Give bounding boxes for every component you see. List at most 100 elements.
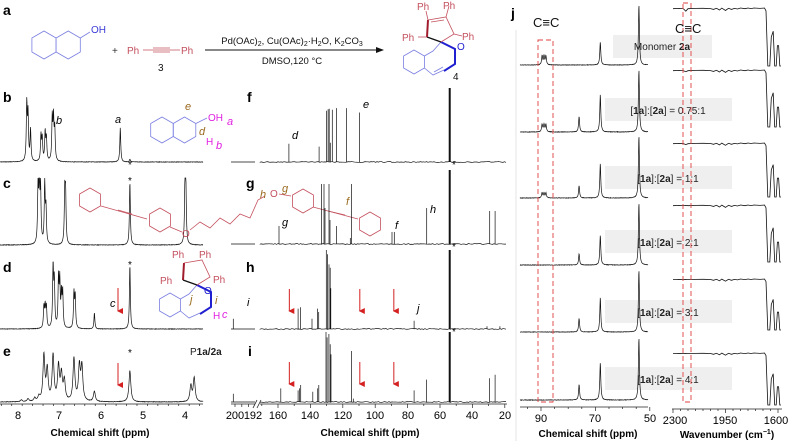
alkyne-ph-left: Ph	[127, 46, 139, 57]
label-h: h	[260, 189, 266, 201]
tick-70: 70	[589, 413, 601, 425]
label-g: g	[282, 183, 289, 195]
panel-label-g: g	[246, 175, 255, 191]
panel-label-c: c	[3, 175, 11, 191]
tick-20: 20	[499, 410, 511, 422]
peak-label-f: f	[395, 220, 399, 232]
c13-axis-title: Chemical shift (ppm)	[321, 428, 420, 439]
spectrum-c	[0, 177, 204, 246]
oxygen-left: O	[182, 229, 190, 240]
spectrum-f	[231, 88, 507, 163]
tick-160: 160	[269, 410, 287, 422]
product-ph-1: Ph	[417, 2, 429, 13]
ir-axis: 2300 1950 1600 Wavenumber (cm−1)	[663, 408, 788, 441]
tick-2300: 2300	[663, 415, 687, 427]
label-i: i	[215, 295, 218, 307]
compound-4-label: 4	[453, 72, 459, 83]
label-c: c	[222, 309, 228, 321]
naphthol-structure: OH	[31, 25, 106, 60]
label-box-ratio	[605, 230, 732, 253]
naphthol-ring-left	[31, 30, 57, 60]
ph-4: Ph	[213, 275, 225, 286]
ph-1: Ph	[172, 250, 184, 261]
label-f: f	[346, 196, 350, 208]
ph-2: Ph	[199, 250, 211, 261]
label-b: b	[216, 140, 222, 152]
label-j: j	[188, 294, 193, 306]
panel-label-b: b	[3, 89, 12, 105]
label-e: e	[185, 101, 191, 113]
peak-label-c: c	[110, 298, 116, 310]
spectrum-j-monomer	[519, 6, 649, 66]
panel-label-j: j	[510, 5, 515, 21]
tick-8: 8	[15, 410, 21, 422]
spectrum-e	[0, 351, 204, 403]
plus-sign: +	[112, 46, 118, 57]
tick-40: 40	[466, 410, 478, 422]
tick-5: 5	[140, 410, 146, 422]
ir-trace-2	[672, 69, 781, 128]
inset-product-4: Ph Ph Ph Ph O j i H c	[159, 250, 228, 322]
ir-trace-5	[672, 278, 781, 331]
ir-axis-title: Wavenumber (cm−1)	[680, 429, 774, 441]
label-ratio: [1a]:[2a] = 1:1	[637, 174, 699, 185]
label-d: d	[199, 126, 206, 138]
tick-6: 6	[98, 410, 104, 422]
spectrum-i	[231, 332, 507, 403]
h1-axis: 8 7 6 5 4 Chemical shift (ppm)	[0, 403, 203, 439]
cc-highlight-box-ir	[682, 2, 692, 403]
label-h: H	[206, 137, 213, 148]
tick-1600: 1600	[764, 415, 788, 427]
product-ph-3: Ph	[402, 33, 414, 44]
spectrum-g	[231, 170, 507, 245]
panel-label-h: h	[246, 259, 255, 275]
cc-highlight-box-nmr	[537, 39, 554, 403]
panel-label-e: e	[3, 343, 11, 359]
tick-50: 50	[644, 413, 656, 425]
polymer-label: P1a/2a	[190, 347, 222, 358]
panel-label-a: a	[3, 2, 11, 18]
label-box-ratio	[605, 166, 732, 189]
tick-1950: 1950	[713, 415, 737, 427]
tick-90: 90	[535, 413, 547, 425]
j-nmr-axis-title: Chemical shift (ppm)	[539, 429, 638, 440]
label-h: H	[213, 311, 220, 322]
naphthol-ring-right	[55, 30, 81, 60]
peak-label-e: e	[363, 99, 369, 111]
compound-3-label: 3	[158, 63, 164, 74]
reaction-conditions-bottom: DMSO,120 °C	[262, 56, 322, 67]
tick-140: 140	[301, 410, 319, 422]
alkyne-ph-right: Ph	[181, 46, 193, 57]
product-ph-2: Ph	[443, 1, 455, 12]
ir-trace-3	[672, 142, 781, 198]
peak-label-a: a	[115, 114, 121, 126]
spectrum-b	[0, 97, 204, 163]
reaction-scheme: OH + Ph Ph 3 Pd(OAc)2, Cu(OAc)2·H2O, K2C…	[31, 1, 474, 83]
label-box-ratio	[605, 98, 732, 121]
naphthol-oh: OH	[91, 25, 106, 36]
ir-trace-4	[672, 204, 781, 263]
tick-4: 4	[182, 410, 188, 422]
label-ratio: [1a]:[2a] = 2:1	[637, 238, 699, 249]
label-ratio: [1a]:[2a] = 4:1	[637, 375, 699, 386]
oxygen-right: O	[270, 189, 278, 200]
cc-label-nmr: C≡C	[533, 15, 559, 30]
cc-label-ir: C≡C	[675, 21, 701, 36]
panel-label-d: d	[3, 259, 12, 275]
ir-trace-6	[672, 352, 781, 406]
spectrum-d	[0, 261, 204, 330]
tick-100: 100	[366, 410, 384, 422]
reaction-conditions-top: Pd(OAc)2, Cu(OAc)2·H2O, K2CO3	[221, 36, 363, 48]
product-4-structure: Ph Ph Ph Ph O 4	[402, 1, 474, 83]
solvent-star-g: *	[452, 242, 456, 253]
diphenylacetylene-structure: Ph Ph 3	[127, 46, 193, 74]
h1-axis-title: Chemical shift (ppm)	[51, 428, 150, 439]
spectrum-h	[231, 250, 507, 330]
peak-label-b: b	[56, 115, 62, 127]
ph-3: Ph	[160, 276, 172, 287]
panel-label-i: i	[248, 343, 252, 359]
c13-axis: 200 192 160 140 120 100 80 60 40 20 Chem…	[226, 399, 511, 439]
label-a: a	[227, 116, 233, 128]
solvent-star-b: *	[128, 160, 132, 171]
peak-label-g: g	[282, 217, 289, 229]
